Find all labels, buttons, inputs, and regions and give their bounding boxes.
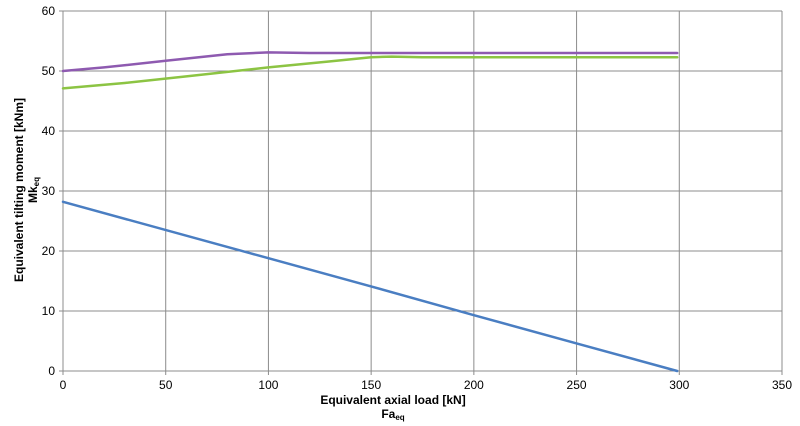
y-tick-label: 0 xyxy=(48,364,55,378)
x-axis-title: Equivalent axial load [kN] xyxy=(320,393,465,407)
grid-lines xyxy=(59,10,783,375)
y-axis-title: Equivalent tilting moment [kNm] xyxy=(12,98,26,282)
y-tick-label: 40 xyxy=(42,124,56,138)
y-tick-label: 20 xyxy=(42,244,56,258)
x-tick-label: 50 xyxy=(159,378,173,392)
x-tick-label: 250 xyxy=(567,378,587,392)
x-tick-label: 350 xyxy=(772,378,792,392)
series-line-3 xyxy=(61,55,679,90)
series-line-1 xyxy=(61,200,679,373)
y-tick-label: 50 xyxy=(42,64,56,78)
x-tick-label: 100 xyxy=(258,378,278,392)
x-tick-label: 300 xyxy=(669,378,689,392)
x-tick-label: 0 xyxy=(60,378,67,392)
y-tick-labels: 0 10 20 30 40 50 60 xyxy=(42,4,56,378)
x-tick-label: 150 xyxy=(361,378,381,392)
y-tick-label: 30 xyxy=(42,184,56,198)
x-tick-labels: 0 50 100 150 200 250 300 350 xyxy=(60,378,793,392)
y-axis-symbol: Mkeq xyxy=(26,177,41,203)
y-tick-label: 10 xyxy=(42,304,56,318)
x-tick-label: 200 xyxy=(464,378,484,392)
data-series xyxy=(61,51,679,373)
x-axis-symbol: Faeq xyxy=(381,407,404,422)
series-line-2 xyxy=(61,51,679,73)
y-tick-label: 60 xyxy=(42,4,56,18)
